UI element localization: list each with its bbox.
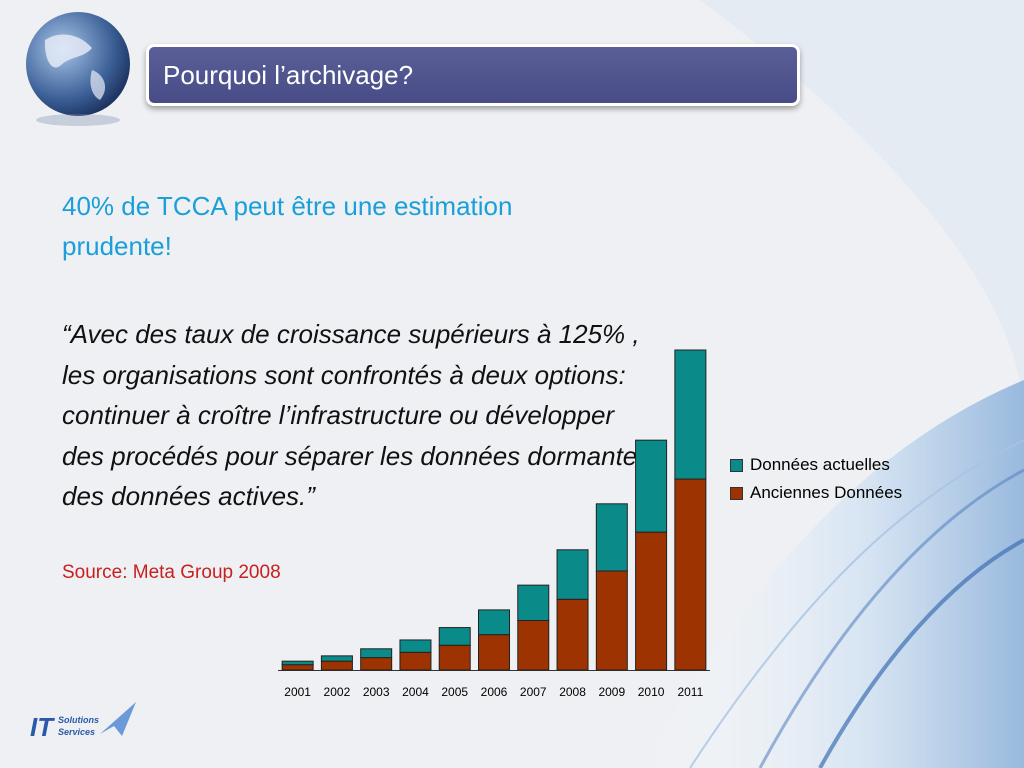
bar-anciennes-2004 bbox=[399, 651, 432, 671]
bar-anciennes-2002 bbox=[320, 660, 353, 671]
bar-anciennes-2009 bbox=[595, 570, 628, 671]
x-tick-label-2004: 2004 bbox=[402, 685, 429, 699]
x-tick-label-2011: 2011 bbox=[677, 685, 703, 699]
stacked-bar-chart: 2001 2002 2003 2004 2005 2006 2007 2008 2009 2010… bbox=[278, 349, 710, 699]
bar-anciennes-2008 bbox=[556, 598, 589, 671]
bar-actuelles-2008 bbox=[556, 549, 589, 600]
bar-anciennes-2007 bbox=[517, 619, 550, 671]
bar-anciennes-2005 bbox=[438, 644, 471, 671]
legend-item-old: Anciennes Données bbox=[730, 479, 902, 507]
bar-actuelles-2006 bbox=[478, 609, 510, 636]
x-tick-label-2007: 2007 bbox=[520, 685, 547, 699]
quote-text: “Avec des taux de croissance supérieurs … bbox=[62, 319, 651, 511]
it-solutions-logo: IT Solutions Services bbox=[30, 702, 136, 742]
headline-text: 40% de TCCA peut être une estimation pru… bbox=[62, 191, 513, 261]
bar-actuelles-2011 bbox=[674, 349, 707, 480]
bar-anciennes-2011 bbox=[674, 478, 707, 671]
legend-label-actual: Données actuelles bbox=[750, 455, 890, 474]
legend-swatch-old bbox=[730, 486, 743, 500]
logo-main-text: IT bbox=[30, 712, 55, 742]
x-tick-label-2010: 2010 bbox=[638, 685, 665, 699]
legend-label-old: Anciennes Données bbox=[750, 483, 903, 502]
bar-actuelles-2009 bbox=[595, 503, 628, 572]
x-tick-label-2009: 2009 bbox=[598, 685, 625, 699]
globe-icon bbox=[26, 12, 130, 126]
source-text: Source: Meta Group 2008 bbox=[62, 562, 281, 583]
legend-swatch-actual bbox=[730, 458, 743, 472]
bar-actuelles-2003 bbox=[360, 648, 393, 659]
bar-actuelles-2007 bbox=[517, 584, 550, 621]
bar-actuelles-2005 bbox=[438, 627, 471, 646]
plane-icon bbox=[100, 702, 136, 736]
slide-title: Pourquoi l’archivage? bbox=[163, 59, 414, 90]
chart-legend: Données actuelles Anciennes Données bbox=[730, 451, 902, 507]
x-tick-label-2003: 2003 bbox=[363, 685, 390, 699]
x-tick-label-2002: 2002 bbox=[324, 685, 351, 699]
x-tick-label-2008: 2008 bbox=[559, 685, 586, 699]
bar-anciennes-2006 bbox=[478, 634, 510, 671]
bar-actuelles-2010 bbox=[635, 439, 668, 533]
bar-actuelles-2001 bbox=[281, 660, 314, 666]
logo-line1-text: Solutions bbox=[58, 715, 99, 725]
bar-anciennes-2010 bbox=[635, 531, 668, 671]
title-bar: Pourquoi l’archivage? bbox=[146, 44, 800, 106]
bar-actuelles-2004 bbox=[399, 639, 432, 653]
bar-anciennes-2003 bbox=[360, 657, 393, 671]
x-tick-label-2006: 2006 bbox=[481, 685, 508, 699]
bar-anciennes-2001 bbox=[281, 664, 314, 671]
x-tick-label-2005: 2005 bbox=[441, 685, 468, 699]
legend-item-actual: Données actuelles bbox=[730, 451, 902, 479]
bar-actuelles-2002 bbox=[320, 655, 353, 662]
logo-line2-text: Services bbox=[58, 727, 95, 737]
x-tick-label-2001: 2001 bbox=[284, 685, 311, 699]
